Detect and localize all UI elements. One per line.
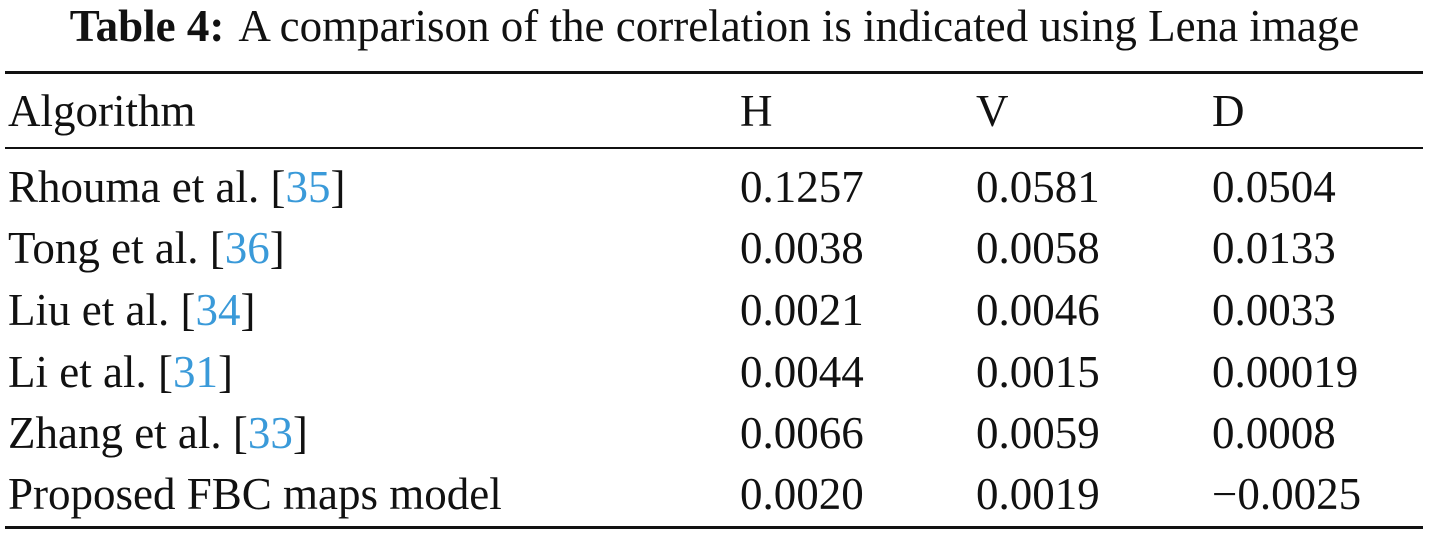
table-row: Liu et al. [34] 0.0021 0.0046 0.0033 xyxy=(0,280,1429,340)
citation-link[interactable]: 31 xyxy=(172,347,218,397)
d-value: 0.0504 xyxy=(1212,162,1336,212)
table-caption-text: A comparison of the correlation is indic… xyxy=(238,1,1360,51)
v-value: 0.0059 xyxy=(976,408,1100,458)
algorithm-cell: Proposed FBC maps model xyxy=(8,464,502,524)
table-bottom-rule xyxy=(5,526,1423,529)
header-h: H xyxy=(740,86,773,136)
h-value: 0.0066 xyxy=(740,408,864,458)
algorithm-name: Liu et al. [ xyxy=(8,285,196,335)
citation-close: ] xyxy=(217,347,233,397)
algorithm-name: Zhang et al. [ xyxy=(8,408,248,458)
v-value: 0.0046 xyxy=(976,285,1100,335)
algorithm-cell: Rhouma et al. [35] xyxy=(8,157,345,217)
v-value: 0.0058 xyxy=(976,223,1100,273)
table-header-rule xyxy=(5,147,1423,149)
header-v: V xyxy=(976,86,1009,136)
algorithm-cell: Zhang et al. [33] xyxy=(8,403,308,463)
d-value: 0.0133 xyxy=(1212,223,1336,273)
algorithm-name: Tong et al. [ xyxy=(8,223,225,273)
table-row: Tong et al. [36] 0.0038 0.0058 0.0133 xyxy=(0,218,1429,278)
citation-close: ] xyxy=(269,223,285,273)
d-value: 0.00019 xyxy=(1212,347,1359,397)
table-header-row: Algorithm H V D xyxy=(0,81,1429,141)
citation-close: ] xyxy=(292,408,308,458)
citation-close: ] xyxy=(330,162,346,212)
citation-link[interactable]: 36 xyxy=(224,223,270,273)
algorithm-name: Proposed FBC maps model xyxy=(8,469,502,519)
h-value: 0.0020 xyxy=(740,469,864,519)
table-row: Proposed FBC maps model 0.0020 0.0019 −0… xyxy=(0,464,1429,524)
citation-close: ] xyxy=(240,285,256,335)
table-row: Zhang et al. [33] 0.0066 0.0059 0.0008 xyxy=(0,403,1429,463)
d-value: 0.0008 xyxy=(1212,408,1336,458)
citation-link[interactable]: 34 xyxy=(195,285,241,335)
algorithm-name: Rhouma et al. [ xyxy=(8,162,286,212)
table-caption: Table 4: A comparison of the correlation … xyxy=(0,0,1429,52)
d-value: −0.0025 xyxy=(1212,469,1362,519)
v-value: 0.0581 xyxy=(976,162,1100,212)
citation-link[interactable]: 35 xyxy=(285,162,331,212)
algorithm-cell: Tong et al. [36] xyxy=(8,218,285,278)
algorithm-name: Li et al. [ xyxy=(8,347,173,397)
table-caption-label: Table 4: xyxy=(69,1,225,51)
citation-link[interactable]: 33 xyxy=(247,408,293,458)
algorithm-cell: Li et al. [31] xyxy=(8,342,233,402)
h-value: 0.1257 xyxy=(740,162,864,212)
v-value: 0.0019 xyxy=(976,469,1100,519)
h-value: 0.0021 xyxy=(740,285,864,335)
header-algorithm: Algorithm xyxy=(8,86,196,136)
algorithm-cell: Liu et al. [34] xyxy=(8,280,255,340)
table-row: Rhouma et al. [35] 0.1257 0.0581 0.0504 xyxy=(0,157,1429,217)
h-value: 0.0044 xyxy=(740,347,864,397)
table-top-rule xyxy=(5,71,1423,74)
v-value: 0.0015 xyxy=(976,347,1100,397)
h-value: 0.0038 xyxy=(740,223,864,273)
d-value: 0.0033 xyxy=(1212,285,1336,335)
header-d: D xyxy=(1212,86,1245,136)
table-row: Li et al. [31] 0.0044 0.0015 0.00019 xyxy=(0,342,1429,402)
